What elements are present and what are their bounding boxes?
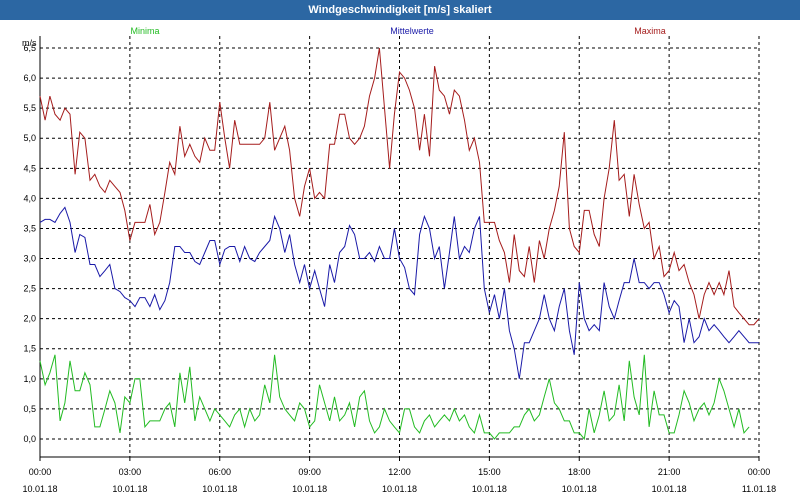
x-tick-date-label: 10.01.18 (562, 484, 597, 494)
x-tick-time-label: 18:00 (568, 467, 591, 477)
x-tick-time-label: 12:00 (388, 467, 411, 477)
x-tick-date-label: 11.01.18 (742, 484, 776, 494)
y-tick-label: 1,5 (23, 344, 36, 354)
x-tick-time-label: 15:00 (478, 467, 501, 477)
x-tick-time-label: 00:00 (748, 467, 771, 477)
x-tick-time-label: 21:00 (658, 467, 681, 477)
y-tick-label: 4,0 (23, 193, 36, 203)
x-tick-date-label: 10.01.18 (292, 484, 327, 494)
x-tick-date-label: 10.01.18 (112, 484, 147, 494)
y-tick-label: 5,5 (23, 103, 36, 113)
x-tick-time-label: 06:00 (208, 467, 231, 477)
x-tick-date-label: 10.01.18 (202, 484, 237, 494)
y-tick-label: 3,0 (23, 254, 36, 264)
x-tick-date-label: 10.01.18 (652, 484, 687, 494)
y-tick-label: 3,5 (23, 223, 36, 233)
chart-title: Windgeschwindigkeit [m/s] skaliert (0, 0, 800, 20)
x-tick-time-label: 03:00 (119, 467, 142, 477)
wind-speed-chart: 0,0 0,5 1,0 1,5 2,0 2,5 3,0 3,5 4,0 4,5 5,0 5,5 6,0 6… (22, 26, 776, 494)
x-tick-time-label: 00:00 (29, 467, 52, 477)
x-tick-date-label: 10.01.18 (472, 484, 507, 494)
x-tick-time-label: 09:00 (298, 467, 321, 477)
legend-entry-minima: Minima (130, 26, 159, 36)
series-line-mittelwerte (39, 206, 759, 379)
y-tick-label: 5,0 (23, 133, 36, 143)
x-tick-date-label: 10.01.18 (22, 484, 57, 494)
y-tick-label: 2,0 (23, 314, 36, 324)
y-tick-label: 2,5 (23, 284, 36, 294)
y-axis-label: m/s (22, 38, 37, 48)
series-line-minima (39, 354, 750, 441)
y-tick-label: 4,5 (23, 163, 36, 173)
y-tick-label: 0,0 (23, 434, 36, 444)
x-tick-date-label: 10.01.18 (382, 484, 417, 494)
legend-entry-mittelwerte: Mittelwerte (390, 26, 434, 36)
legend-entry-maxima: Maxima (634, 26, 666, 36)
y-tick-label: 6,5 (23, 43, 36, 53)
y-tick-label: 0,5 (23, 404, 36, 414)
y-tick-label: 6,0 (23, 73, 36, 83)
y-tick-label: 1,0 (23, 374, 36, 384)
series-line-maxima (39, 47, 760, 326)
